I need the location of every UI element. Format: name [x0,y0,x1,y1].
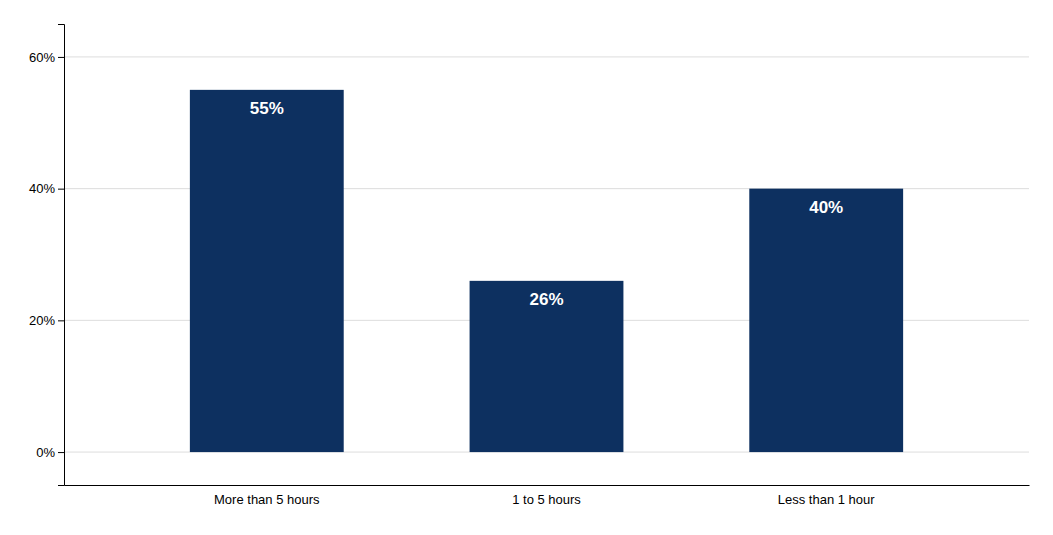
x-tick-label: Less than 1 hour [778,492,876,507]
x-tick: 1 to 5 hours [512,492,581,507]
x-axis: More than 5 hours 1 to 5 hours Less than 1… [65,486,1030,508]
y-tick-mark [58,57,64,58]
y-tick-mark [58,189,64,190]
x-tick: Less than 1 hour [778,492,876,507]
y-tick-mark [58,320,64,321]
y-tick-label: 20% [29,313,55,328]
chart-container: 0% 20% 40% 60% More than 5 hours 1 to 5 hours… [0,0,1053,535]
y-tick-label: 40% [29,181,55,196]
bar [470,281,624,452]
chart-svg: 0% 20% 40% 60% More than 5 hours 1 to 5 hours… [0,0,1053,535]
data-label: 40% [809,198,843,217]
bar [190,90,344,452]
x-tick-label: More than 5 hours [214,492,320,507]
data-label: 26% [529,290,563,309]
grid [64,57,1029,452]
y-tick: 40% [29,181,64,196]
y-tick-mark [58,452,64,453]
y-tick: 60% [29,50,64,65]
x-axis-line [65,485,1030,486]
y-tick: 0% [36,445,64,460]
data-label: 55% [250,99,284,118]
y-axis-line [58,25,65,486]
data-labels: 55% 26% 40% [250,99,843,309]
grid-line [64,56,1029,57]
y-tick-label: 0% [36,445,55,460]
bars [190,90,903,452]
y-tick-label: 60% [29,50,55,65]
y-tick: 20% [29,313,64,328]
x-tick-label: 1 to 5 hours [512,492,581,507]
y-axis: 0% 20% 40% 60% [29,25,65,486]
bar [749,189,903,452]
plot-area: 0% 20% 40% 60% More than 5 hours 1 to 5 hours… [29,25,1030,508]
x-tick: More than 5 hours [214,492,320,507]
